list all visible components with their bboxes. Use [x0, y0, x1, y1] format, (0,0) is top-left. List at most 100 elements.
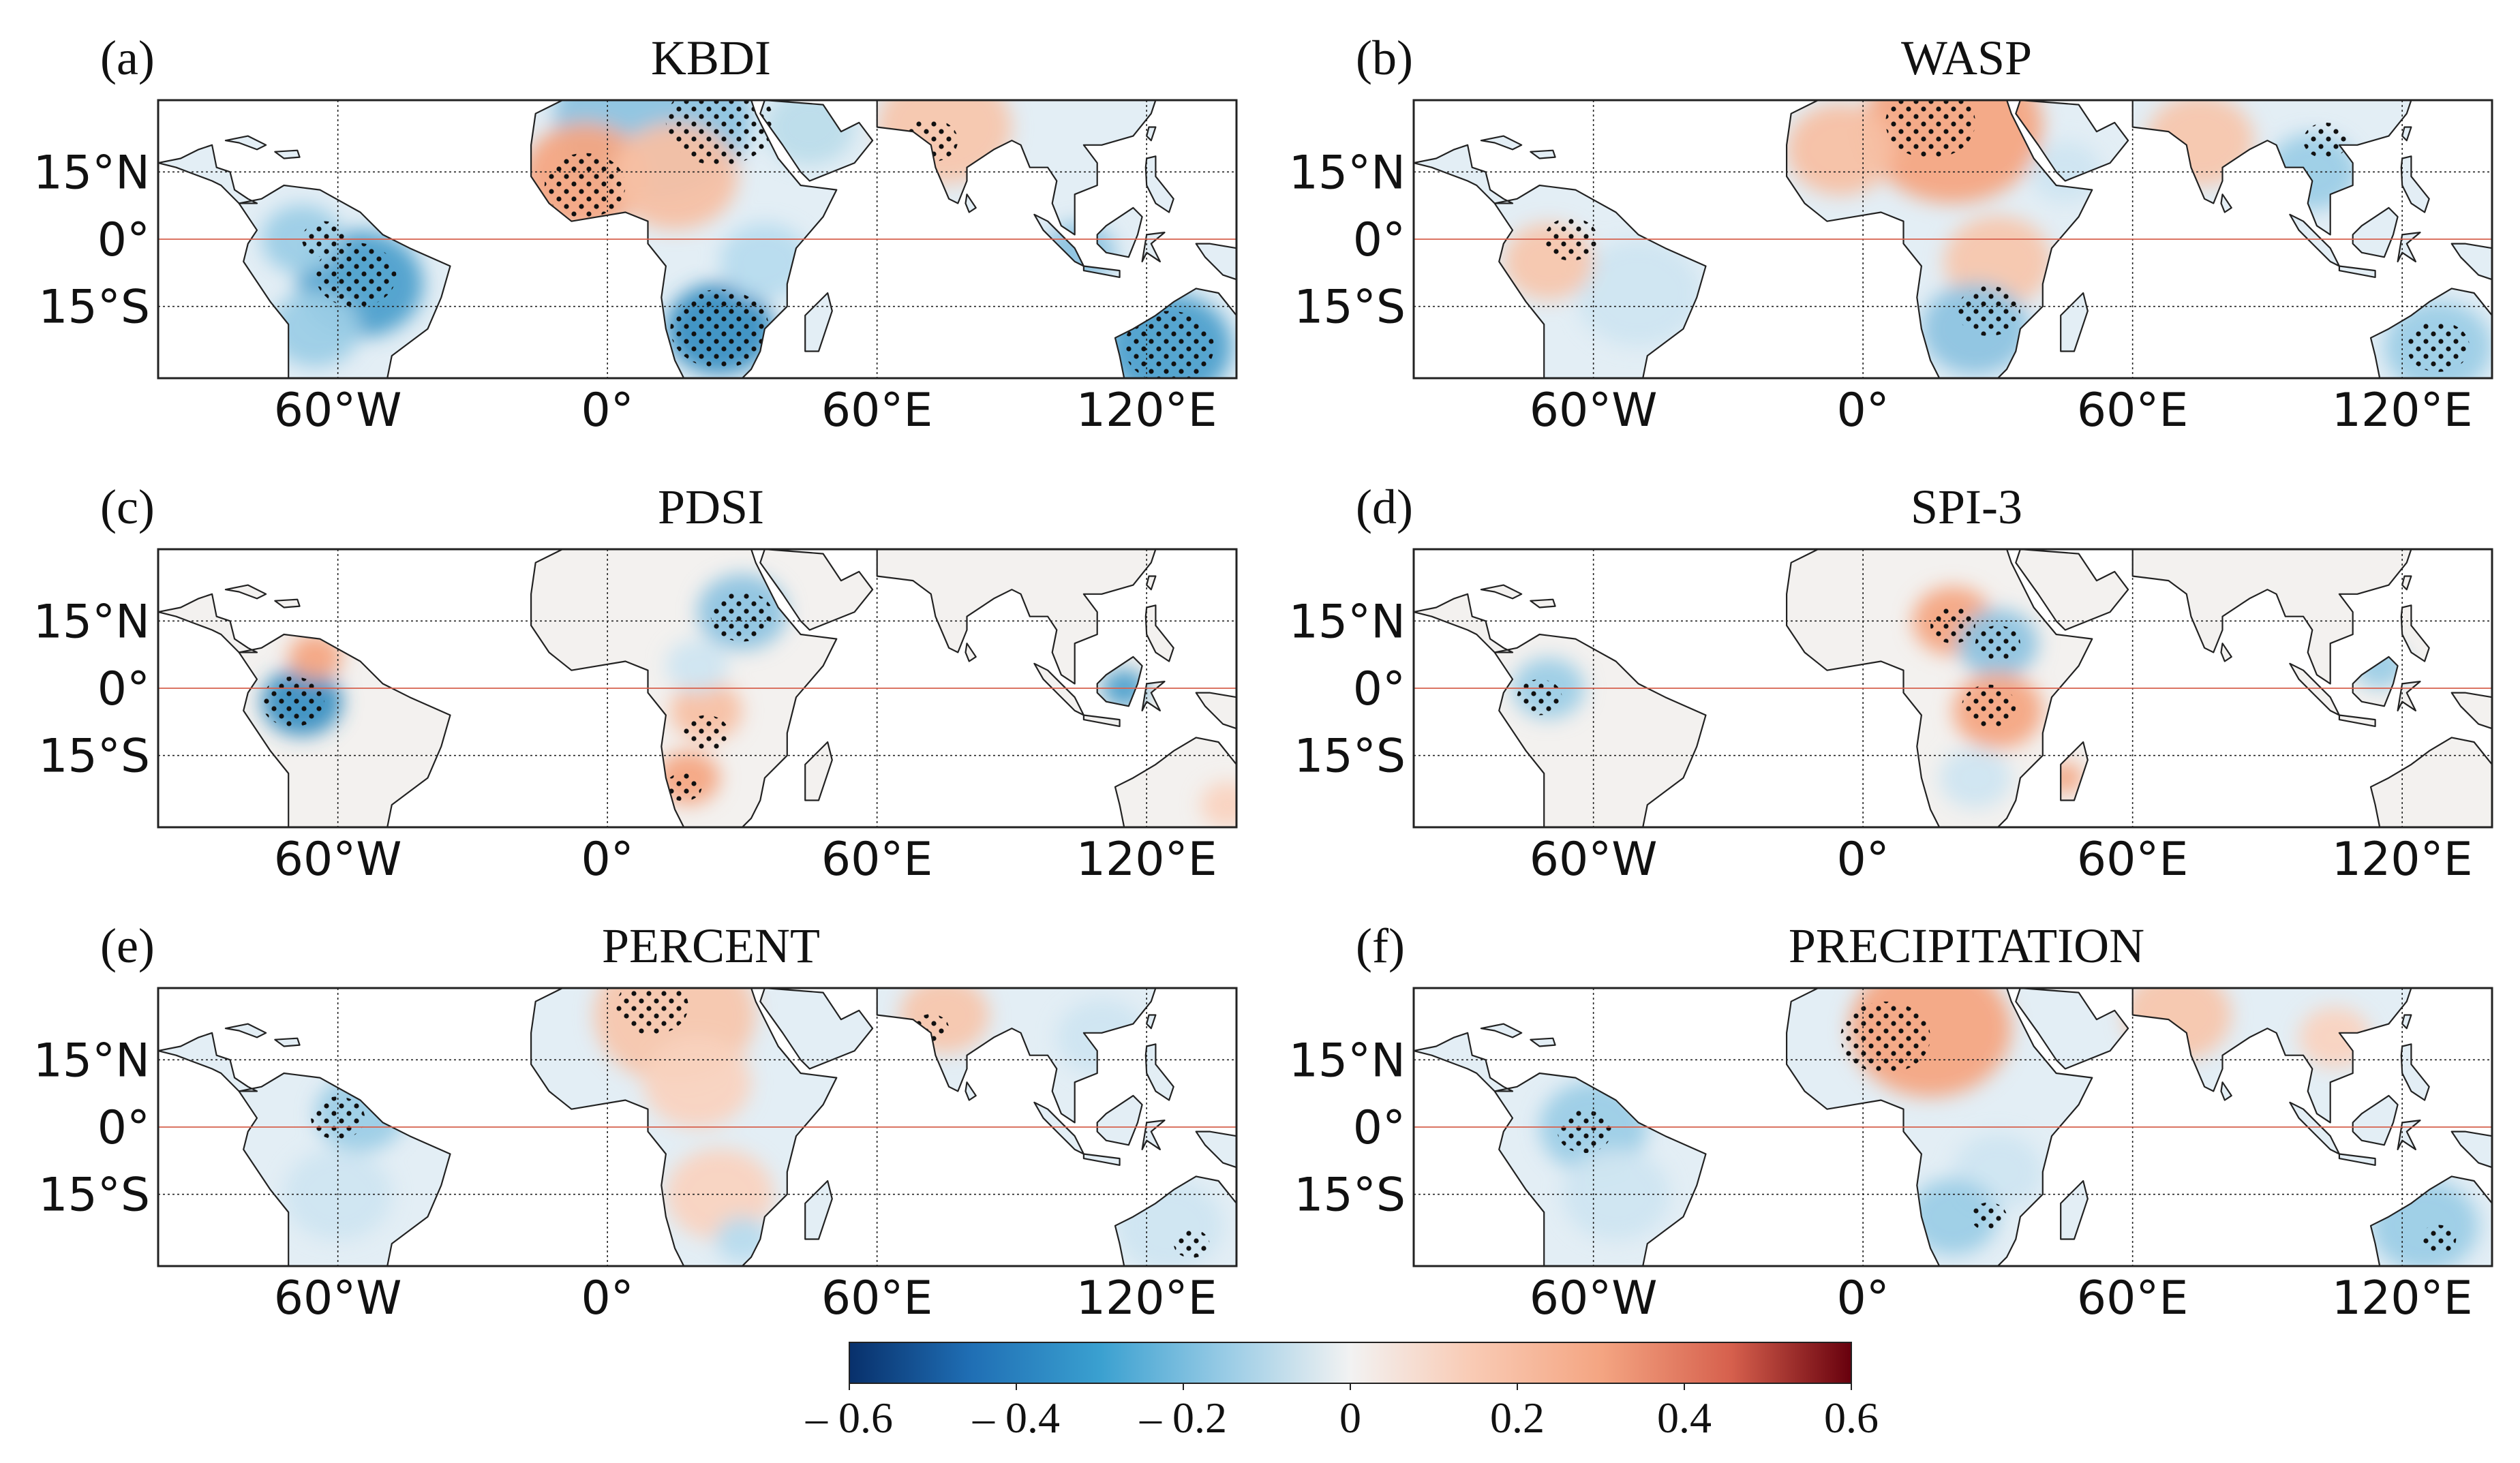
- significance-stipple: [2303, 122, 2349, 159]
- panel-title: PRECIPITATION: [1789, 919, 2144, 973]
- significance-stipple: [261, 676, 324, 727]
- panel-letter: (a): [100, 31, 155, 85]
- anomaly-patch: [288, 634, 343, 680]
- anomaly-patch: [1908, 1178, 1998, 1255]
- lon-tick-label: 0°: [581, 833, 634, 887]
- lon-tick-label: 60°E: [821, 833, 933, 887]
- panel-title: PERCENT: [602, 919, 820, 973]
- lat-tick-label: 0°: [97, 213, 150, 267]
- lon-tick-label: 120°E: [2332, 1272, 2473, 1325]
- colorbar-tick-label: – 0.6: [805, 1393, 893, 1442]
- anomaly-patch: [1575, 239, 1701, 347]
- significance-stipple: [1975, 625, 2020, 662]
- anomaly-patch: [270, 290, 361, 367]
- lat-tick-label: 0°: [1353, 1101, 1406, 1155]
- anomaly-patch: [1200, 782, 1236, 827]
- significance-stipple: [1971, 1202, 2007, 1231]
- anomaly-patch: [665, 638, 729, 693]
- significance-stipple: [616, 988, 688, 1035]
- panel-title: KBDI: [651, 31, 771, 85]
- map-frame: [157, 987, 1238, 1267]
- significance-stipple: [684, 715, 729, 752]
- map-frame: [1412, 99, 2493, 380]
- significance-stipple: [665, 100, 774, 166]
- lon-tick-label: 60°E: [2077, 833, 2189, 887]
- map-frame: [1412, 987, 2493, 1267]
- significance-stipple: [1840, 1001, 1931, 1074]
- panel-letter: (f): [1356, 919, 1405, 973]
- lat-tick-label: 15°N: [33, 1034, 150, 1088]
- lat-tick-label: 0°: [97, 1101, 150, 1155]
- anomaly-patch: [1939, 747, 2012, 809]
- map-panel-percent: (e) PERCENT 15°N 0° 15°S 60°W 0° 60°E 120°E: [33, 919, 1238, 1325]
- colorbar-tick-label: 0.4: [1657, 1393, 1712, 1442]
- significance-stipple: [904, 119, 958, 162]
- map-frame: [157, 99, 1238, 380]
- lon-tick-label: 0°: [1837, 384, 1889, 437]
- lon-tick-label: 120°E: [1076, 833, 1217, 887]
- colorbar-tick-label: – 0.2: [1139, 1393, 1227, 1442]
- lon-tick-label: 120°E: [1076, 384, 1217, 437]
- significance-stipple: [670, 289, 770, 369]
- lon-tick-label: 60°E: [821, 1272, 933, 1325]
- lon-tick-label: 0°: [581, 1272, 634, 1325]
- lat-tick-label: 0°: [1353, 213, 1406, 267]
- panel-letter: (c): [100, 480, 155, 534]
- lat-tick-label: 15°N: [33, 146, 150, 200]
- significance-stipple: [1957, 286, 2020, 337]
- anomaly-patch: [2123, 988, 2232, 1061]
- map-panel-wasp: (b) WASP 15°N 0° 15°S 60°W 0° 60°E 120°E: [1289, 31, 2493, 437]
- significance-stipple: [2420, 1225, 2457, 1254]
- significance-stipple: [1930, 607, 1975, 644]
- anomaly-patch: [2298, 1006, 2371, 1068]
- lon-tick-label: 60°E: [821, 384, 933, 437]
- lon-tick-label: 60°W: [274, 833, 402, 887]
- lon-tick-label: 60°W: [274, 1272, 402, 1325]
- colorbar-tick-label: 0: [1339, 1393, 1361, 1442]
- panel-letter: (b): [1356, 31, 1413, 85]
- lon-tick-label: 0°: [1837, 833, 1889, 887]
- lat-tick-label: 15°N: [1289, 595, 1406, 649]
- lat-tick-label: 15°S: [38, 730, 150, 784]
- lat-tick-label: 15°N: [33, 595, 150, 649]
- anomaly-patch: [719, 223, 810, 300]
- lon-tick-label: 0°: [581, 384, 634, 437]
- panel-title: SPI-3: [1911, 480, 2022, 534]
- anomaly-patch: [1787, 104, 1895, 196]
- anomaly-patch: [715, 1216, 770, 1263]
- panel-letter: (e): [100, 919, 155, 973]
- lon-tick-label: 60°W: [1530, 1272, 1658, 1325]
- lat-tick-label: 0°: [1353, 662, 1406, 716]
- map-panel-precip: (f) PRECIPITATION 15°N 0° 15°S 60°W 0° 60°E 120°…: [1289, 919, 2493, 1325]
- coastlines: [157, 548, 1238, 829]
- lat-tick-label: 15°S: [1294, 730, 1406, 784]
- lat-tick-label: 15°S: [38, 281, 150, 335]
- colorbar: – 0.6 – 0.4 – 0.2 0 0.2 0.4 0.6: [805, 1342, 1879, 1442]
- significance-stipple: [2406, 322, 2470, 372]
- lat-tick-label: 15°S: [1294, 1169, 1406, 1222]
- map-frame: [1412, 548, 2493, 829]
- lon-tick-label: 60°E: [2077, 1272, 2189, 1325]
- lon-tick-label: 120°E: [1076, 1272, 1217, 1325]
- significance-stipple: [1885, 100, 1975, 159]
- significance-stipple: [1124, 311, 1215, 378]
- panel-title: WASP: [1901, 31, 2032, 85]
- significance-stipple: [665, 772, 702, 801]
- significance-stipple: [913, 1014, 950, 1043]
- anomaly-patch: [2352, 643, 2407, 689]
- map-panel-kbdi: (a) KBDI 15°N 0° 15°S 60°W 0° 60°E 120°E: [33, 31, 1238, 437]
- lon-tick-label: 60°W: [1530, 833, 1658, 887]
- map-panel-pdsi: (c) PDSI 15°N 0° 15°S 60°W 0° 60°E 120°E: [33, 480, 1238, 887]
- panel-letter: (d): [1356, 480, 1413, 534]
- anomaly-patch: [643, 1036, 752, 1128]
- anomaly-patch: [1057, 999, 1147, 1076]
- significance-stipple: [544, 153, 626, 218]
- colorbar-tick-label: 0.2: [1490, 1393, 1545, 1442]
- lon-tick-label: 60°W: [274, 384, 402, 437]
- lon-tick-label: 60°E: [2077, 384, 2189, 437]
- map-panel-spi: (d) SPI-3 15°N 0° 15°S 60°W 0° 60°E 120°E: [1289, 480, 2493, 887]
- coastlines: [157, 987, 1238, 1267]
- coastlines: [1412, 548, 2493, 829]
- significance-stipple: [315, 243, 397, 308]
- significance-stipple: [1173, 1229, 1210, 1259]
